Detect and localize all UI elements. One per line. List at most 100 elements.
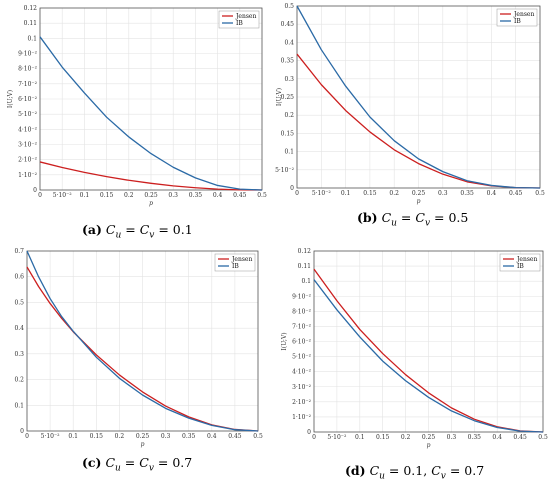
- y-tick-label: 0: [307, 429, 311, 436]
- x-tick-label: 0.15: [363, 190, 377, 197]
- y-tick-label: 2·10⁻²: [18, 157, 38, 164]
- y-tick-label: 0.15: [281, 130, 295, 137]
- plot-frame: [39, 7, 263, 191]
- y-tick-label: 6·10⁻²: [18, 96, 38, 103]
- x-tick-label: 0.2: [389, 190, 399, 197]
- x-tick-label: 0: [312, 434, 316, 441]
- chart-panel-b: 0 5·10⁻² 0.1 0.15 0.2 0.25 0.3 0.35 0.4 0.45 0.5 0 5…: [275, 0, 550, 245]
- x-tick-label: 0.5: [535, 190, 545, 197]
- x-tick-label: 0.15: [100, 192, 114, 199]
- x-tick-label: 0.1: [341, 190, 351, 197]
- y-tick-label: 0.4: [14, 325, 24, 332]
- legend-box: [496, 8, 538, 27]
- y-tick-label: 0.11: [298, 263, 311, 270]
- chart-panel-a: 0 5·10⁻² 0.1 0.15 0.2 0.25 0.3 0.35 0.4 0.45 0.5 0 1…: [0, 0, 275, 245]
- y-tick-label: 0.1: [301, 278, 311, 285]
- legend-box: [499, 253, 541, 272]
- legend-label-ib: IB: [232, 263, 239, 270]
- series-line-ib: [296, 5, 541, 189]
- chart-b: 0 5·10⁻² 0.1 0.15 0.2 0.25 0.3 0.35 0.4 0.45 0.5 0 5…: [275, 3, 545, 205]
- x-tick-label: 5·10⁻²: [41, 433, 61, 440]
- y-tick-label: 0.25: [281, 94, 295, 101]
- caption-a: (a) Cu = Cv = 0.1: [82, 222, 193, 241]
- x-tick-label: 0: [25, 433, 29, 440]
- x-tick-label: 0.1: [68, 433, 78, 440]
- x-tick-label: 0.4: [492, 434, 502, 441]
- y-tick-label: 9·10⁻²: [18, 51, 38, 58]
- y-tick-label: 0.1: [284, 149, 294, 156]
- x-tick-label: 0.3: [438, 190, 448, 197]
- x-tick-label: 0: [38, 192, 42, 199]
- y-axis-label: I(U;V): [7, 90, 14, 108]
- x-axis-label: p: [141, 441, 145, 448]
- x-tick-label: 0.25: [136, 433, 150, 440]
- chart-a: 0 5·10⁻² 0.1 0.15 0.2 0.25 0.3 0.35 0.4 0.45 0.5 0 1…: [7, 5, 267, 207]
- legend-label-ib: IB: [514, 18, 521, 25]
- y-axis-label: I(U;V): [281, 332, 288, 350]
- x-tick-label: 0.35: [189, 192, 203, 199]
- caption-a-letter: (a): [82, 222, 102, 237]
- chart-panel-c: 0 5·10⁻² 0.1 0.15 0.2 0.25 0.3 0.35 0.4 0.45 0.5 0 0…: [0, 245, 275, 485]
- caption-c-letter: (c): [82, 455, 102, 470]
- plot-frame: [296, 5, 541, 189]
- x-tick-label: 0.45: [233, 192, 247, 199]
- x-tick-label: 0.4: [487, 190, 497, 197]
- x-tick-label: 0.5: [538, 434, 548, 441]
- series-line-ib: [313, 279, 544, 433]
- y-tick-label: 3·10⁻²: [18, 142, 38, 149]
- x-tick-label: 0.1: [80, 192, 90, 199]
- x-axis-label: p: [149, 200, 153, 207]
- y-tick-label: 1·10⁻²: [292, 414, 312, 421]
- x-axis-label: p: [417, 198, 421, 205]
- y-tick-label: 0.35: [281, 58, 295, 65]
- y-tick-label: 0.1: [27, 35, 37, 42]
- y-tick-label: 0.12: [298, 248, 312, 255]
- legend-label-ib: IB: [236, 20, 243, 27]
- legend-box: [218, 10, 260, 29]
- legend-label-jensen: Jensen: [231, 256, 252, 263]
- y-tick-label: 0.5: [284, 3, 294, 10]
- x-tick-label: 0.45: [228, 433, 242, 440]
- y-tick-label: 2·10⁻²: [292, 399, 312, 406]
- y-tick-label: 9·10⁻²: [292, 293, 312, 300]
- y-axis-label: I(U;V): [276, 88, 283, 106]
- y-tick-label: 0.2: [284, 112, 294, 119]
- x-tick-label: 5·10⁻²: [327, 434, 347, 441]
- y-tick-label: 6·10⁻²: [292, 339, 312, 346]
- x-tick-label: 0.15: [90, 433, 104, 440]
- x-tick-label: 0.25: [422, 434, 436, 441]
- x-tick-label: 0.5: [253, 433, 263, 440]
- y-tick-label: 0.11: [24, 20, 37, 27]
- y-tick-label: 8·10⁻²: [292, 308, 312, 315]
- x-tick-label: 0: [295, 190, 299, 197]
- y-tick-label: 0.7: [14, 248, 24, 255]
- y-tick-label: 0.4: [284, 39, 294, 46]
- x-tick-label: 5·10⁻²: [312, 190, 332, 197]
- x-tick-label: 0.2: [115, 433, 125, 440]
- x-tick-label: 0.2: [401, 434, 411, 441]
- x-tick-label: 5·10⁻²: [53, 192, 73, 199]
- y-tick-label: 0.5: [14, 299, 24, 306]
- y-tick-label: 0.45: [281, 21, 295, 28]
- plot-frame: [313, 250, 544, 433]
- x-tick-label: 0.35: [468, 434, 482, 441]
- legend-label-jensen: Jensen: [513, 11, 534, 18]
- caption-b-letter: (b): [357, 210, 378, 225]
- chart-d: 0 5·10⁻² 0.1 0.15 0.2 0.25 0.3 0.35 0.4 0.45 0.5 0 1…: [281, 248, 548, 449]
- chart-c: 0 5·10⁻² 0.1 0.15 0.2 0.25 0.3 0.35 0.4 0.45 0.5 0 0…: [0, 248, 263, 448]
- x-tick-label: 0.3: [161, 433, 171, 440]
- y-tick-label: 5·10⁻²: [292, 354, 312, 361]
- series-line-ib: [26, 250, 259, 432]
- y-tick-label: 0.12: [24, 5, 38, 12]
- y-tick-label: 3·10⁻²: [292, 384, 312, 391]
- y-axis-label: I(U;V): [0, 332, 1, 350]
- x-tick-label: 0.15: [376, 434, 390, 441]
- y-tick-label: 5·10⁻²: [18, 111, 38, 118]
- caption-d-letter: (d): [345, 463, 366, 478]
- y-tick-label: 0: [290, 185, 294, 192]
- series-line-ib: [39, 36, 263, 191]
